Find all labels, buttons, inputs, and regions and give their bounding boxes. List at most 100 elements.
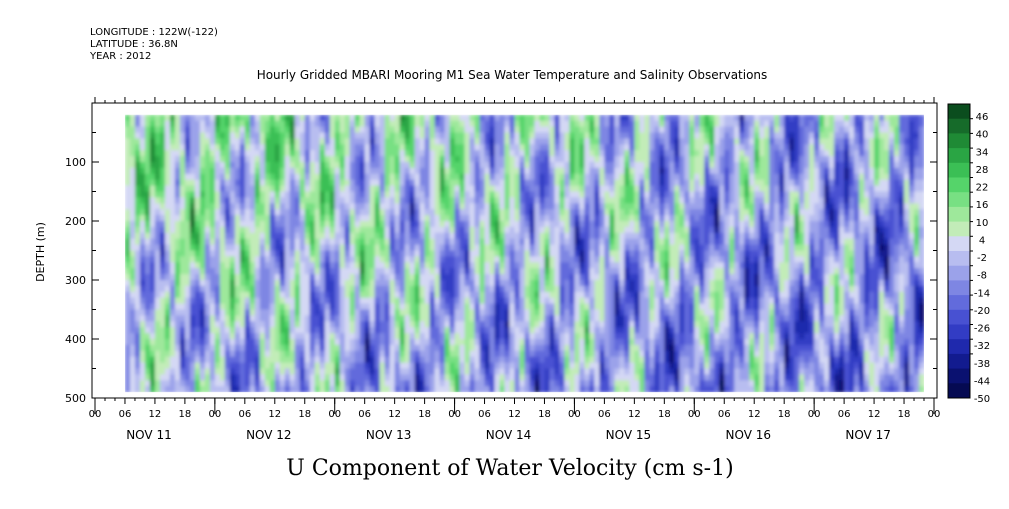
heatmap-cell	[334, 344, 341, 352]
heatmap-cell	[234, 250, 241, 257]
heatmap-cell	[469, 374, 476, 381]
heatmap-cell	[174, 114, 181, 122]
heatmap-cell	[449, 280, 456, 287]
heatmap-cell	[149, 156, 156, 163]
heatmap-cell	[594, 238, 600, 246]
heatmap-cell	[639, 197, 645, 204]
heatmap-cell	[619, 339, 625, 346]
heatmap-cell	[214, 309, 221, 316]
heatmap-cell	[279, 221, 286, 228]
heatmap-cell	[554, 173, 561, 181]
heatmap-cell	[304, 185, 311, 193]
heatmap-cell	[274, 380, 281, 387]
heatmap-cell	[419, 226, 426, 234]
heatmap-cell	[634, 173, 640, 181]
heatmap-cell	[644, 344, 650, 352]
heatmap-cell	[164, 291, 171, 299]
heatmap-cell	[609, 362, 615, 370]
heatmap-cell	[359, 185, 366, 193]
heatmap-cell	[434, 268, 441, 275]
heatmap-cell	[189, 221, 196, 228]
heatmap-cell	[474, 126, 481, 134]
heatmap-cell	[179, 333, 186, 340]
heatmap-cell	[579, 297, 586, 305]
heatmap-cell	[409, 226, 416, 234]
heatmap-cell	[234, 209, 241, 216]
heatmap-cell	[234, 380, 241, 387]
heatmap-cell	[504, 374, 511, 381]
heatmap-cell	[204, 162, 211, 169]
heatmap-cell	[389, 374, 396, 381]
heatmap-cell	[314, 179, 321, 187]
heatmap-cell	[139, 368, 146, 375]
heatmap-cell	[194, 185, 201, 193]
heatmap-cell	[614, 167, 620, 175]
heatmap-cell	[149, 120, 156, 128]
heatmap-cell	[599, 232, 605, 240]
heatmap-cell	[604, 197, 610, 204]
heatmap-cell	[634, 386, 640, 393]
heatmap-cell	[269, 309, 276, 316]
heatmap-cell	[469, 191, 476, 198]
heatmap-cell	[574, 374, 581, 381]
heatmap-cell	[354, 191, 361, 198]
heatmap-cell	[124, 380, 131, 387]
heatmap-cell	[239, 274, 246, 281]
heatmap-cell	[534, 303, 541, 311]
heatmap-cell	[644, 315, 650, 322]
heatmap-cell	[259, 262, 266, 269]
heatmap-cell	[579, 315, 586, 322]
heatmap-cell	[404, 368, 411, 375]
heatmap-cell	[419, 297, 426, 305]
heatmap-cell	[279, 303, 286, 311]
heatmap-cell	[479, 226, 486, 234]
heatmap-cell	[574, 315, 581, 322]
heatmap-cell	[164, 350, 171, 358]
heatmap-cell	[469, 244, 476, 252]
heatmap-cell	[149, 150, 156, 157]
heatmap-cell	[219, 138, 226, 145]
heatmap-cell	[319, 132, 326, 139]
heatmap-cell	[584, 386, 591, 393]
heatmap-cell	[234, 309, 241, 316]
heatmap-cell	[189, 173, 196, 181]
heatmap-cell	[649, 268, 655, 275]
heatmap-cell	[334, 150, 341, 157]
heatmap-cell	[289, 191, 296, 198]
heatmap-cell	[559, 315, 566, 322]
heatmap-cell	[284, 386, 291, 393]
heatmap-cell	[269, 203, 276, 210]
heatmap-cell	[609, 344, 615, 352]
heatmap-cell	[414, 132, 421, 139]
heatmap-cell	[584, 203, 591, 210]
heatmap-cell	[644, 274, 650, 281]
heatmap-cell	[164, 327, 171, 334]
heatmap-cell	[654, 144, 660, 151]
heatmap-cell	[289, 232, 296, 240]
heatmap-cell	[549, 262, 556, 269]
heatmap-cell	[554, 333, 561, 340]
heatmap-cell	[399, 179, 406, 187]
heatmap-cell	[634, 244, 640, 252]
heatmap-cell	[384, 374, 391, 381]
heatmap-cell	[519, 356, 526, 364]
heatmap-cell	[234, 179, 241, 187]
heatmap-cell	[279, 173, 286, 181]
heatmap-cell	[169, 327, 176, 334]
heatmap-cell	[454, 303, 461, 311]
heatmap-cell	[344, 215, 351, 222]
heatmap-cell	[539, 285, 546, 293]
heatmap-cell	[644, 179, 650, 187]
heatmap-cell	[374, 333, 381, 340]
heatmap-cell	[439, 303, 446, 311]
heatmap-cell	[449, 309, 456, 316]
heatmap-cell	[489, 221, 496, 228]
heatmap-cell	[274, 285, 281, 293]
heatmap-cell	[484, 197, 491, 204]
heatmap-cell	[549, 315, 556, 322]
heatmap-cell	[304, 291, 311, 299]
heatmap-cell	[479, 209, 486, 216]
heatmap-cell	[334, 309, 341, 316]
heatmap-cell	[319, 156, 326, 163]
heatmap-cell	[364, 138, 371, 145]
